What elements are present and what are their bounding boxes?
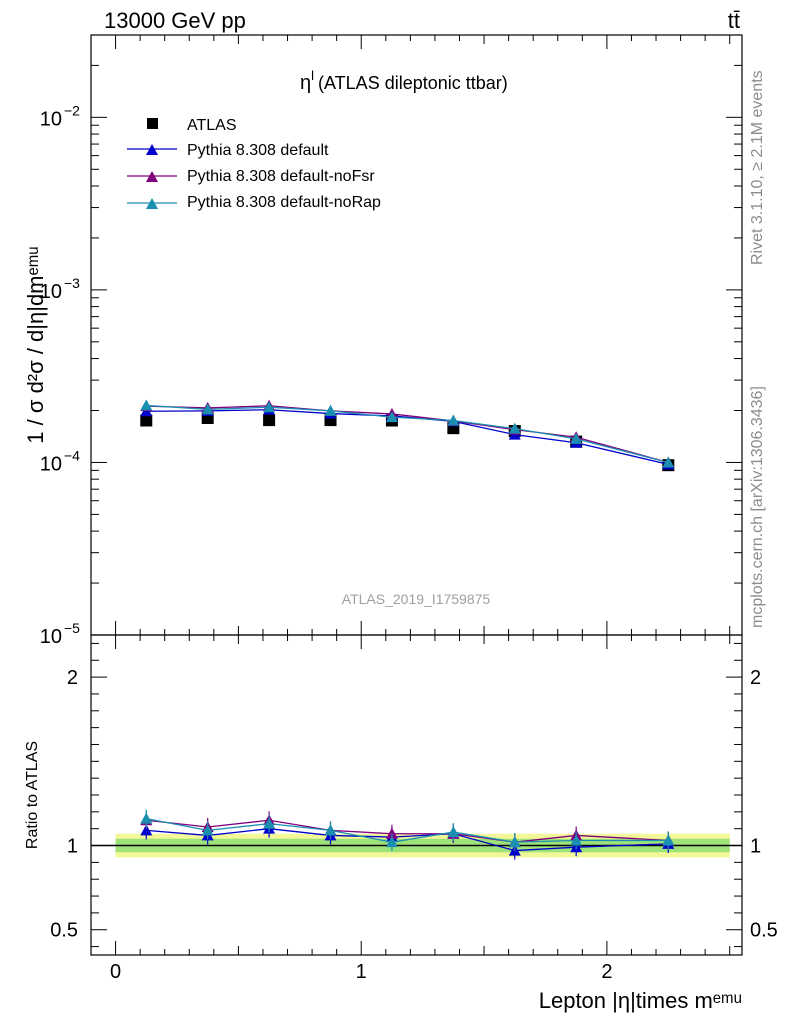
y-tick-label-main-1: 10 — [40, 281, 62, 303]
y-tick-label-main-0: 10 — [40, 108, 62, 130]
x-tick-label-2: 2 — [601, 961, 612, 983]
data-series — [140, 399, 675, 860]
ratio-tick-label-0.5-right: 0.5 — [750, 920, 778, 942]
series-point-ratio — [324, 824, 337, 836]
ratio-tick-label-1-right: 1 — [750, 836, 761, 858]
series-point-main — [447, 414, 460, 426]
ratio-tick-labels: 2 1 0.5 2 1 0.5 — [50, 667, 778, 942]
legend-label-nofsr: Pythia 8.308 default-noFsr — [187, 168, 375, 185]
ratio-uncertainty-band — [91, 833, 742, 858]
x-tick-labels: 0 1 2 — [110, 961, 612, 983]
series-point-ratio — [385, 836, 398, 848]
plot-title-symbol: η — [300, 72, 311, 94]
series-point-ratio — [140, 812, 153, 824]
x-tick-label-0: 0 — [110, 961, 121, 983]
rivet-version-label: Rivet 3.1.10, ≥ 2.1M events — [749, 70, 766, 265]
process-label: tt̄ — [728, 8, 740, 33]
plot-title-text: (ATLAS dileptonic ttbar) — [318, 73, 508, 93]
series-point-main — [140, 399, 153, 411]
legend-label-default: Pythia 8.308 default — [187, 142, 329, 159]
plot-title: ηl (ATLAS dileptonic ttbar) — [300, 68, 508, 94]
series-3 — [140, 399, 675, 852]
ratio-y-axis-label: Ratio to ATLAS — [24, 741, 41, 849]
x-axis-label: Lepton |η|times mᵉᵐᵘ — [539, 988, 742, 1013]
ratio-tick-label-0.5-left: 0.5 — [50, 920, 78, 942]
series-point-ratio — [447, 826, 460, 838]
series-point-main — [662, 456, 675, 468]
y-tick-exponent-main-0: −2 — [64, 102, 80, 118]
series-point-main — [570, 432, 583, 444]
mcplots-source-label: mcplots.cern.ch [arXiv:1306.3436] — [749, 386, 766, 628]
series-point-main — [508, 422, 521, 434]
legend: ATLAS Pythia 8.308 default Pythia 8.308 … — [127, 117, 381, 211]
series-point-ratio — [662, 834, 675, 846]
ratio-tick-label-2-right: 2 — [750, 667, 761, 689]
series-point-main — [324, 404, 337, 416]
legend-marker-nofsr — [146, 171, 158, 182]
legend-label-norap: Pythia 8.308 default-noRap — [187, 194, 381, 211]
y-tick-exponent-main-1: −3 — [64, 275, 80, 291]
y-tick-label-main-3: 10 — [40, 626, 62, 648]
series-point-main — [263, 401, 276, 413]
ratio-tick-label-2-left: 2 — [67, 667, 78, 689]
legend-marker-default — [146, 144, 158, 155]
x-tick-label-1: 1 — [356, 961, 367, 983]
y-tick-label-main-2: 10 — [40, 453, 62, 475]
legend-marker-atlas — [147, 118, 158, 129]
main-y-axis-label: 1 / σ d²σ / d|η|dmᵉᵐᵘ — [23, 246, 48, 443]
energy-label: 13000 GeV pp — [104, 8, 246, 33]
series-point-ratio — [140, 824, 153, 836]
axis-ticks — [91, 34, 742, 955]
ratio-tick-label-1-left: 1 — [67, 836, 78, 858]
y-tick-exponent-main-2: −4 — [64, 447, 80, 463]
atlas-point — [140, 414, 153, 427]
atlas-point — [263, 414, 276, 427]
series-point-ratio — [570, 834, 583, 846]
series-point-main — [385, 411, 398, 423]
analysis-watermark: ATLAS_2019_I1759875 — [342, 591, 491, 607]
y-tick-labels: 10−210−310−410−5 — [40, 102, 80, 648]
series-point-main — [201, 403, 214, 415]
series-point-ratio — [201, 824, 214, 836]
y-tick-exponent-main-3: −5 — [64, 620, 80, 636]
plot-title-superscript: l — [311, 68, 314, 83]
legend-label-atlas: ATLAS — [187, 117, 237, 134]
series-point-ratio — [508, 836, 521, 848]
series-point-ratio — [263, 817, 276, 829]
legend-marker-norap — [146, 198, 158, 209]
